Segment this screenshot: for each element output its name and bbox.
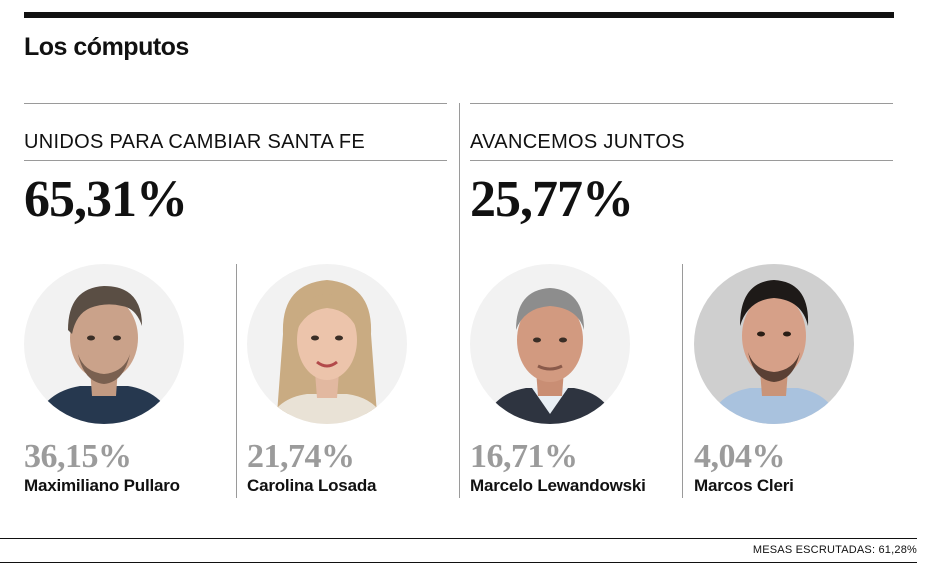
man-portrait-icon: [34, 286, 174, 424]
candidate-photo: [247, 264, 407, 424]
man-portrait-icon: [484, 288, 616, 424]
footer-rule-top: [0, 538, 917, 539]
candidate-photo: [24, 264, 184, 424]
party-name: AVANCEMOS JUNTOS: [470, 131, 685, 153]
party-rule-bottom: [24, 160, 447, 161]
candidate-losada: 21,74% Carolina Losada: [247, 264, 457, 496]
party-rule-top: [24, 103, 447, 104]
party-percentage: 25,77%: [470, 171, 634, 228]
footer-note: MESAS ESCRUTADAS: 61,28%: [752, 544, 917, 556]
candidate-percentage: 16,71%: [470, 438, 578, 475]
party-block-unidos: UNIDOS PARA CAMBIAR SANTA FE 65,31%: [24, 103, 447, 227]
candidate-cleri: 4,04% Marcos Cleri: [694, 264, 904, 496]
party-rule-bottom: [470, 160, 893, 161]
candidate-percentage: 4,04%: [694, 438, 786, 475]
footer-rule-bottom: [0, 562, 917, 563]
candidate-photo: [470, 264, 630, 424]
candidate-percentage: 36,15%: [24, 438, 132, 475]
party-block-avancemos: AVANCEMOS JUNTOS 25,77%: [470, 103, 893, 227]
party-divider: [459, 103, 460, 498]
woman-portrait-icon: [267, 280, 387, 424]
candidate-lewandowski: 16,71% Marcelo Lewandowski: [470, 264, 680, 496]
top-rule: [24, 12, 894, 18]
candidate-pullaro: 36,15% Maximiliano Pullaro: [24, 264, 234, 496]
candidate-name: Maximiliano Pullaro: [24, 476, 180, 495]
party-rule-top: [470, 103, 893, 104]
candidate-name: Carolina Losada: [247, 476, 377, 495]
candidate-percentage: 21,74%: [247, 438, 355, 475]
candidate-name: Marcos Cleri: [694, 476, 794, 495]
party-name: UNIDOS PARA CAMBIAR SANTA FE: [24, 131, 366, 153]
candidate-divider-right: [682, 264, 683, 498]
candidate-photo: [694, 264, 854, 424]
page-title: Los cómputos: [24, 33, 189, 61]
man-portrait-icon: [708, 280, 840, 424]
party-percentage: 65,31%: [24, 171, 188, 228]
candidate-name: Marcelo Lewandowski: [470, 476, 646, 495]
candidate-divider-left: [236, 264, 237, 498]
